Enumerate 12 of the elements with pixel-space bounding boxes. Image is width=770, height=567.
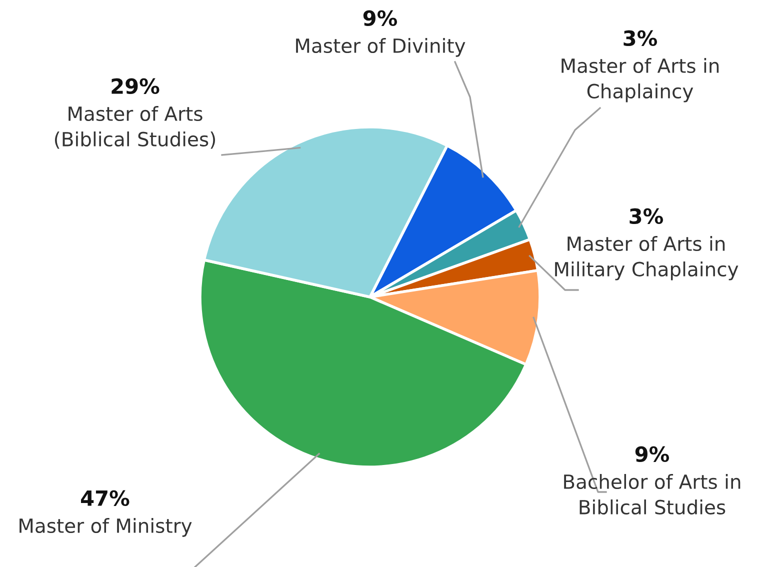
slice-label: Master of Arts (Biblical Studies) xyxy=(54,106,216,149)
data-label: 9% xyxy=(635,446,670,462)
data-label: 9% xyxy=(363,10,398,26)
slice-label: Master of Arts in Military Chaplaincy xyxy=(555,236,738,280)
slice-label: Master of Ministry xyxy=(20,518,192,537)
data-label: 29% xyxy=(112,78,160,94)
slice-label: Master of Arts in Chaplaincy xyxy=(562,58,719,102)
slice-label: Master of Divinity xyxy=(296,38,466,57)
data-label: 3% xyxy=(630,208,664,224)
data-label: 47% xyxy=(81,490,130,506)
data-label: 3% xyxy=(624,30,658,46)
slice-label: Bachelor of Arts in Biblical Studies xyxy=(564,474,740,515)
